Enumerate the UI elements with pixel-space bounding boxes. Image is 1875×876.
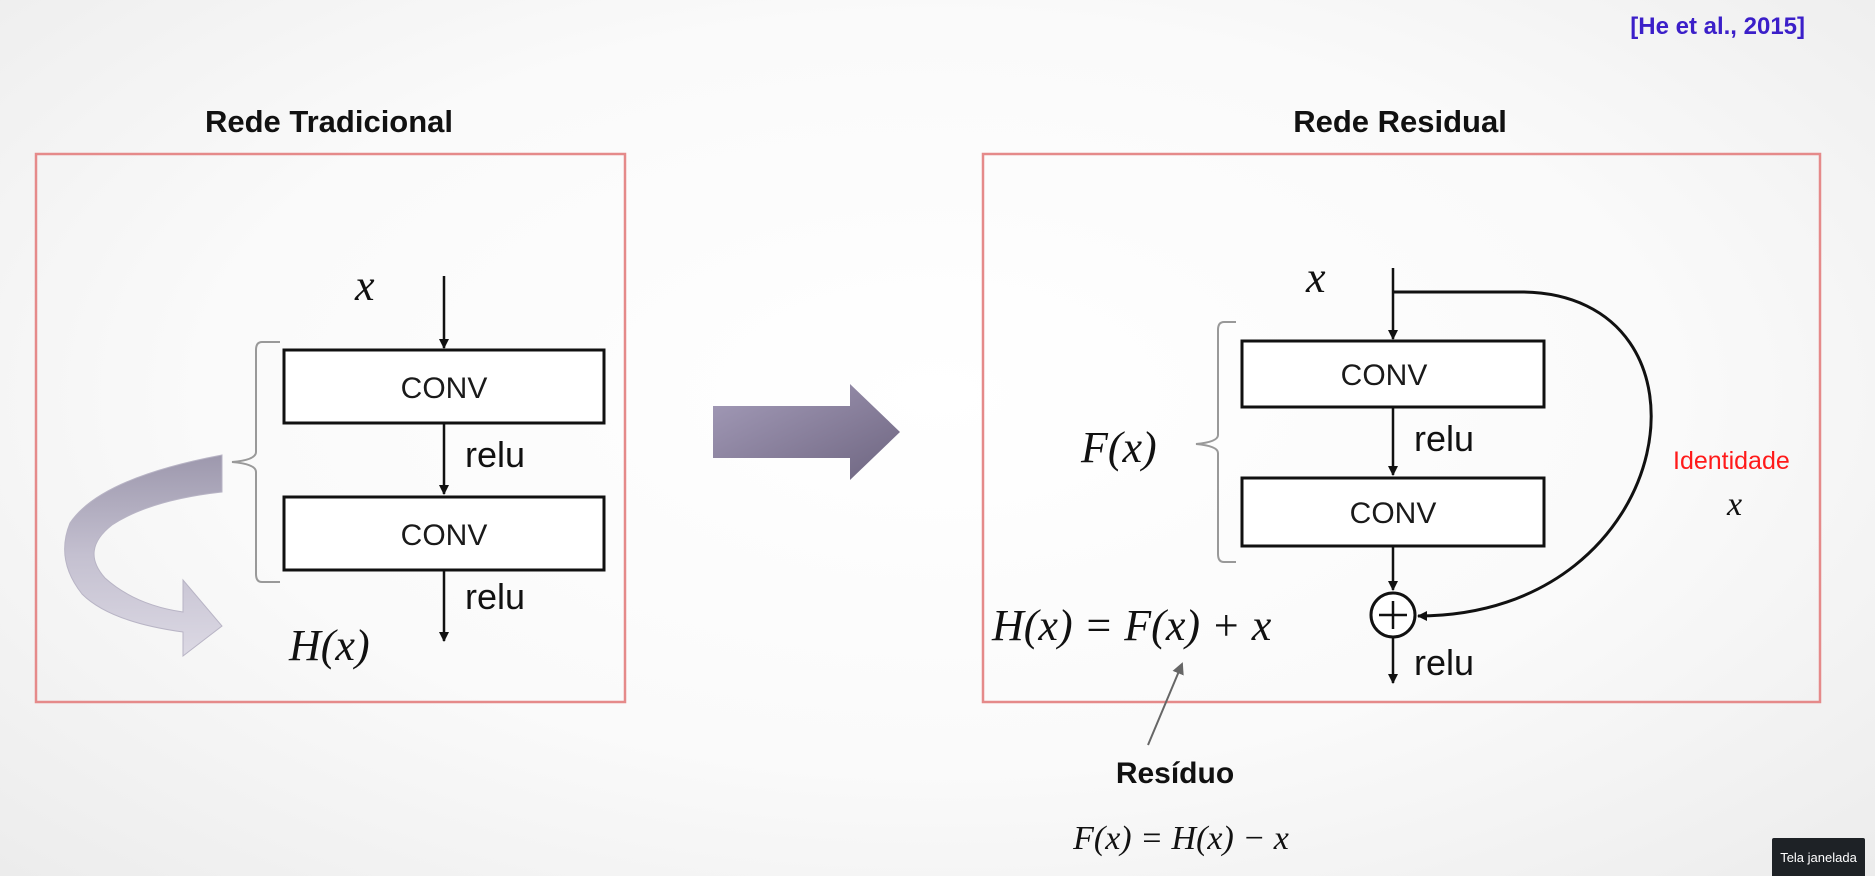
traditional-network: Rede Tradicional x CONV relu CONV relu H… (34, 104, 627, 704)
residual-equation: H(x) = F(x) + x (991, 601, 1272, 650)
traditional-relu2-label: relu (465, 576, 525, 617)
traditional-conv2-label: CONV (401, 519, 488, 552)
fx-label: F(x) (1080, 423, 1157, 472)
residual-title: Rede Residual (1293, 104, 1507, 139)
residue-pointer-arrow (1147, 662, 1184, 746)
residual-conv2-box (1240, 476, 1546, 548)
windowed-mode-button[interactable]: Tela janelada (1772, 838, 1865, 876)
watermark-logo (1490, 852, 1770, 876)
traditional-brace (231, 341, 280, 583)
residual-conv1-label: CONV (1341, 359, 1428, 392)
residual-relu1-label: relu (1414, 418, 1474, 459)
identity-skip-connection (1393, 290, 1653, 621)
residual-frame (981, 152, 1822, 704)
residue-equation: F(x) = H(x) − x (1072, 820, 1289, 857)
residual-input-x: x (1305, 253, 1326, 302)
residual-relu2-label: relu (1414, 642, 1474, 683)
citation: [He et al., 2015] (1630, 13, 1805, 40)
traditional-output-hx: H(x) (288, 621, 370, 670)
residual-conv2-label: CONV (1350, 497, 1437, 530)
traditional-title: Rede Tradicional (205, 104, 453, 139)
traditional-input-x: x (354, 261, 375, 310)
residual-brace (1195, 321, 1236, 563)
traditional-frame (34, 152, 627, 704)
residual-network: Rede Residual x CONV relu CONV relu Iden… (981, 104, 1822, 857)
traditional-conv2-box (282, 495, 606, 572)
traditional-conv1-label: CONV (401, 372, 488, 405)
identity-x: x (1726, 486, 1742, 523)
big-right-arrow-icon (713, 384, 900, 480)
residue-label: Resíduo (1116, 757, 1234, 790)
traditional-relu1-label: relu (465, 434, 525, 475)
curved-arrow-icon (64, 454, 223, 658)
identity-label: Identidade (1673, 447, 1790, 475)
